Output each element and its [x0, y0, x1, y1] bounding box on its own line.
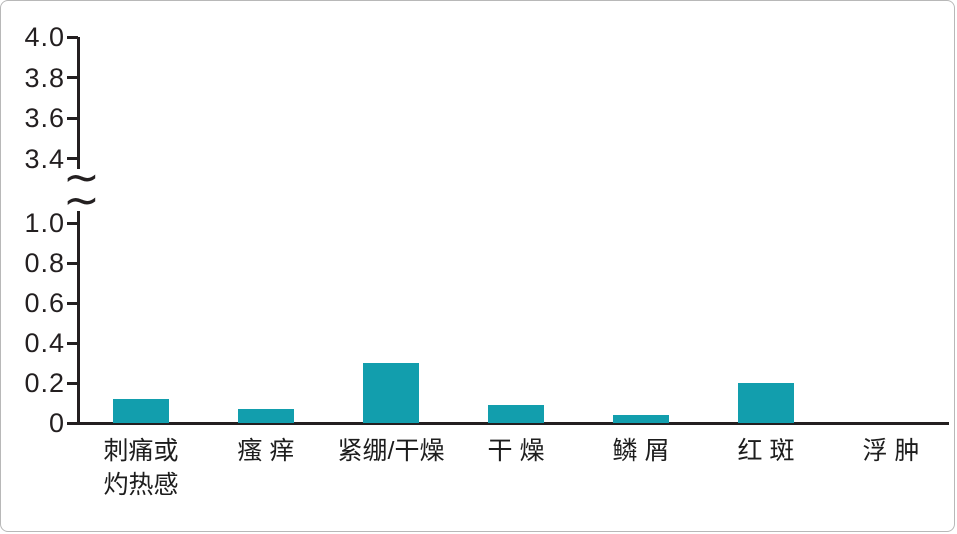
bar — [113, 399, 169, 423]
y-tick-label: 0.2 — [24, 368, 65, 398]
x-category-label: 鳞 屑 — [612, 437, 670, 465]
y-tick-label: 3.4 — [24, 143, 65, 174]
y-axis-tick — [67, 341, 78, 345]
y-axis-upper-segment — [76, 37, 80, 169]
y-axis-tick — [67, 421, 78, 425]
y-axis-tick — [67, 221, 78, 225]
x-category-label: 浮 肿 — [862, 437, 920, 465]
y-tick-label: 0.4 — [24, 328, 65, 358]
y-tick-label: 0.8 — [24, 248, 65, 278]
y-axis-tick — [67, 76, 78, 79]
y-tick-label: 4.0 — [24, 22, 65, 52]
bar — [488, 405, 544, 423]
y-tick-label: 3.6 — [24, 103, 65, 133]
axis-break-tilde: ~ — [63, 152, 100, 203]
y-tick-label: 0 — [48, 408, 65, 438]
x-category-label: 红 斑 — [737, 437, 795, 465]
bar — [238, 409, 294, 423]
y-tick-label: 3.8 — [24, 62, 65, 93]
x-category-label: 紧绷/干燥 — [337, 437, 445, 465]
y-axis-tick — [67, 157, 78, 160]
y-axis-tick — [67, 301, 78, 305]
x-category-label: 瘙 痒 — [237, 437, 295, 465]
axis-break-tilde: ~ — [63, 175, 100, 226]
y-axis-tick — [67, 381, 78, 385]
y-tick-label: 0.6 — [24, 288, 65, 318]
bar — [363, 363, 419, 423]
y-axis-tick — [67, 35, 78, 39]
y-tick-label: 1.0 — [24, 208, 65, 238]
x-axis-line — [67, 421, 949, 425]
y-axis-tick — [67, 261, 78, 265]
y-axis-tick — [67, 116, 78, 120]
x-category-label: 干 燥 — [487, 437, 545, 465]
bar — [613, 415, 669, 423]
bar — [738, 383, 794, 423]
y-axis-lower-segment — [76, 211, 80, 424]
x-category-label: 刺痛或 灼热感 — [103, 437, 179, 499]
